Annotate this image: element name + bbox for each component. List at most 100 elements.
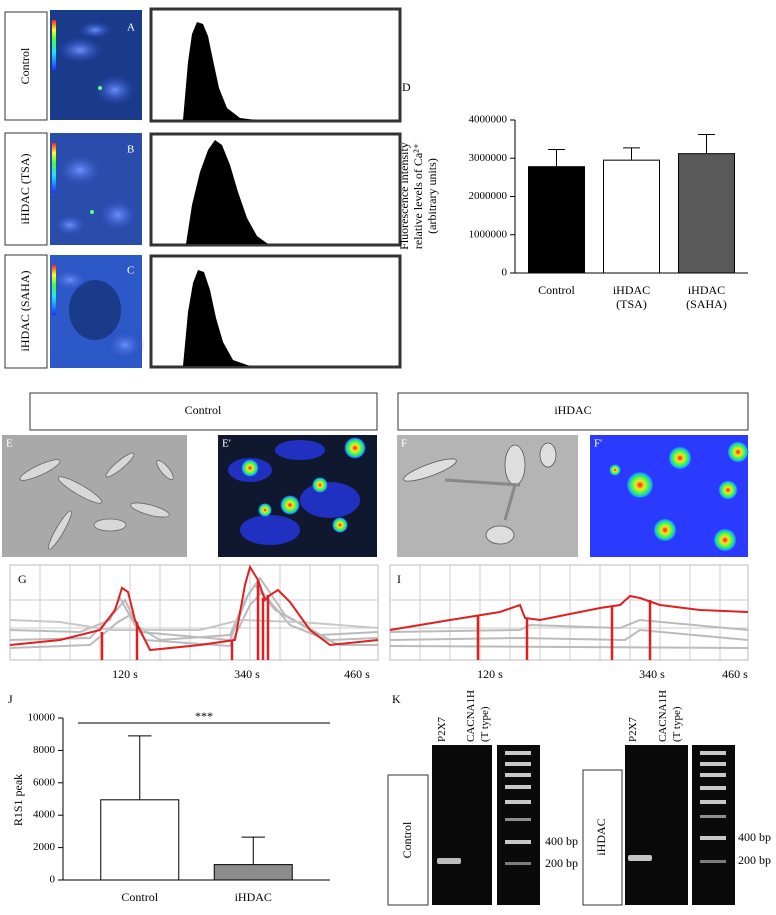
size-marker: 400 bp [545,834,578,848]
calcium-trace [9,564,749,661]
panel-letter: K [392,692,401,706]
gel-part-part [700,800,726,804]
fluorescence-image-part [55,36,105,64]
y-axis-label: R1S1 peak [11,773,25,827]
microscopy-image-part [228,437,366,545]
gel-part [505,751,531,865]
time-label: 340 s [639,667,665,681]
microscopy-image-part-part [444,478,521,521]
microscopy-image-part [403,442,557,545]
calcium-trace-part [389,594,749,631]
bar [603,159,660,274]
gel-part-part [505,840,531,844]
bar [528,166,585,274]
y-tick-label: 0 [502,267,508,279]
microscopy-image-part-part [485,525,515,545]
microscopy-image-part-part [19,459,61,481]
gel-part-part [505,785,531,789]
microscopy-image-part-part [258,503,272,517]
gel-part-part [505,762,531,766]
gel-part [625,745,688,905]
microscopy-image-part-part [713,528,737,552]
size-marker: 400 bp [738,830,771,844]
microscopy-image-part-part [344,437,366,459]
panel-letter: C [127,265,134,277]
panel-letter: J [8,692,13,706]
sample-label: Control [400,821,414,858]
microscopy-image-part [19,452,174,550]
x-tick-label: iHDAC [234,890,272,904]
microscopy-image-part-part [105,452,135,478]
gel-part-part [700,773,726,777]
gel-part-part [505,862,531,865]
fluorescence-image-part [69,280,121,340]
condition-label: iHDAC (TSA) [18,153,32,224]
panel-letter: A [127,22,135,34]
gel-part [497,745,540,905]
calcium-trace-part [389,618,749,633]
microscopy-image-part-part [280,495,300,515]
microscopy-image-part-part [240,515,300,545]
microscopy-image-part [609,441,749,552]
y-tick-label: 4000 [33,809,56,821]
fluorescence-image-part [52,265,56,315]
panel-letter: D [402,80,411,94]
fluorescence-image-part [77,21,113,39]
gel-part-part [700,786,726,790]
microscopy-image-part-part [275,440,325,460]
gel-part [432,745,492,905]
lane-label: P2X7 [436,716,448,742]
fluorescence-image-part [52,213,88,237]
calcium-trace-part [9,564,379,661]
microscopy-image-part-part [57,476,103,504]
gel-part-part [700,860,726,863]
microscopy-image-part-part [626,471,654,499]
histogram-part [186,140,268,244]
calcium-trace-part [9,564,379,652]
panel-letter: E′ [222,438,231,450]
size-marker: 200 bp [738,853,771,867]
group-label: Control [185,403,222,417]
gel-part-part [700,815,726,818]
gel-part [692,745,735,905]
group-box [29,392,749,431]
microscopy-image-part-part [504,444,526,486]
bar [100,799,180,881]
gel-part-part [700,836,726,840]
microscopy-image [2,435,749,557]
microscopy-image-part-part [653,518,677,542]
lane-label: CACNA1H (T type) [465,690,491,742]
microscopy-image-part-part [718,480,738,500]
gel-part-part [505,800,531,804]
histogram [149,7,402,369]
gel-part [700,751,726,863]
microscopy-image-part-part [539,442,557,468]
microscopy-image-part-part [48,510,72,550]
y-tick-label: 6000 [33,776,56,788]
y-tick-label: 0 [50,874,56,886]
gel-part-part [505,773,531,777]
group-box-part [397,392,749,431]
calcium-trace-part [390,565,748,660]
y-tick-label: 8000 [33,744,56,756]
fluorescence-image-part [50,268,90,292]
label-box [4,11,48,121]
gel-part [628,855,652,861]
panel-letter: F′ [594,438,603,450]
y-tick-label: 3000000 [469,152,508,164]
y-tick-label: 2000 [33,841,56,853]
histogram-part [149,132,402,247]
fluorescence-image-part [98,86,102,90]
panel-letter: E [6,438,13,450]
gel-part [582,769,623,906]
microscopy-image-part-part [130,502,170,518]
microscopy-image-part-part [332,517,348,533]
gel-part-part [700,762,726,766]
microscopy-image-part-part [300,482,360,518]
group-label: iHDAC [554,403,591,417]
gel-part-part [700,751,726,755]
panel-letter: I [397,572,401,586]
time-label: 340 s [234,667,260,681]
gel-part-part [505,751,531,755]
